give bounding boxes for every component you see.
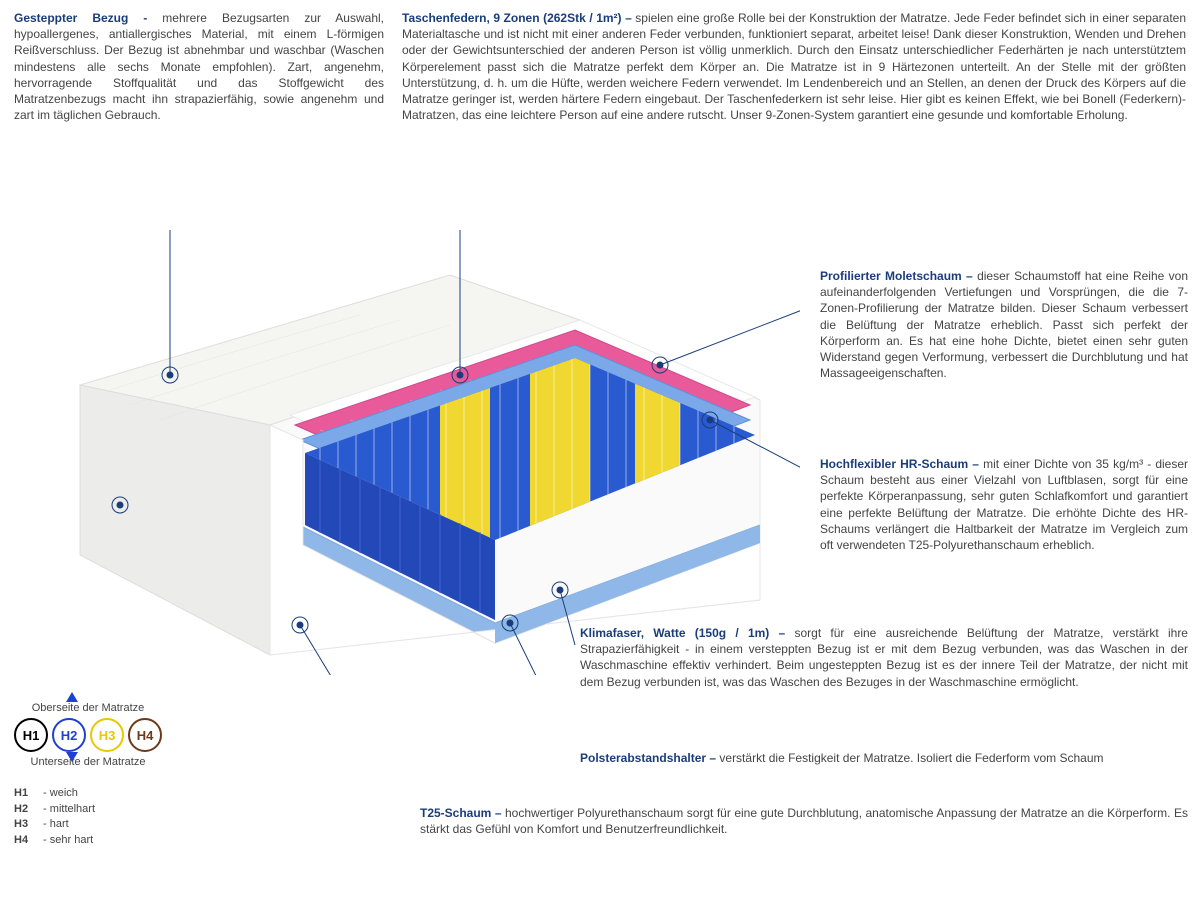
polster-title: Polsterabstandshalter – bbox=[580, 751, 719, 765]
polster-text: verstärkt die Festigkeit der Matratze. I… bbox=[719, 751, 1103, 765]
hr-title: Hochflexibler HR-Schaum – bbox=[820, 457, 983, 471]
cover-title: Gesteppter Bezug - bbox=[14, 11, 162, 25]
klima-title: Klimafaser, Watte (150g / 1m) – bbox=[580, 626, 794, 640]
hardness-legend: Oberseite der Matratze H1 H2 H3 H4 Unter… bbox=[14, 694, 162, 848]
t25-text: hochwertiger Polyurethanschaum sorgt für… bbox=[420, 806, 1188, 836]
springs-description: Taschenfedern, 9 Zonen (262Stk / 1m²) – … bbox=[402, 10, 1186, 123]
hardness-h3: H3 bbox=[90, 718, 124, 752]
legend-circles: H1 H2 H3 H4 bbox=[14, 718, 162, 752]
hardness-h1: H1 bbox=[14, 718, 48, 752]
molet-text: dieser Schaumstoff hat eine Reihe von au… bbox=[820, 269, 1188, 380]
molet-description: Profilierter Moletschaum – dieser Schaum… bbox=[820, 268, 1188, 381]
hardness-h2: H2 bbox=[52, 718, 86, 752]
molet-title: Profilierter Moletschaum – bbox=[820, 269, 977, 283]
arrow-up-icon bbox=[66, 692, 78, 702]
legend-bottom-label: Unterseite der Matratze bbox=[14, 756, 162, 768]
springs-text: spielen eine große Rolle bei der Konstru… bbox=[402, 11, 1186, 122]
cover-text: mehrere Bezugsarten zur Auswahl, hypoall… bbox=[14, 11, 384, 122]
t25-title: T25-Schaum – bbox=[420, 806, 505, 820]
t25-description: T25-Schaum – hochwertiger Polyurethansch… bbox=[420, 805, 1188, 837]
arrow-down-icon bbox=[66, 752, 78, 762]
polster-description: Polsterabstandshalter – verstärkt die Fe… bbox=[580, 750, 1188, 766]
hr-text: mit einer Dichte von 35 kg/m³ - dieser S… bbox=[820, 457, 1188, 552]
klima-description: Klimafaser, Watte (150g / 1m) – sorgt fü… bbox=[580, 625, 1188, 690]
hr-description: Hochflexibler HR-Schaum – mit einer Dich… bbox=[820, 456, 1188, 553]
legend-top-label: Oberseite der Matratze bbox=[14, 702, 162, 714]
cover-description: Gesteppter Bezug - mehrere Bezugsarten z… bbox=[14, 10, 384, 123]
springs-title: Taschenfedern, 9 Zonen (262Stk / 1m²) – bbox=[402, 11, 635, 25]
legend-definitions: H1 - weich H2 - mittelhart H3 - hart H4 … bbox=[14, 786, 162, 848]
hardness-h4: H4 bbox=[128, 718, 162, 752]
mattress-diagram bbox=[20, 225, 800, 675]
